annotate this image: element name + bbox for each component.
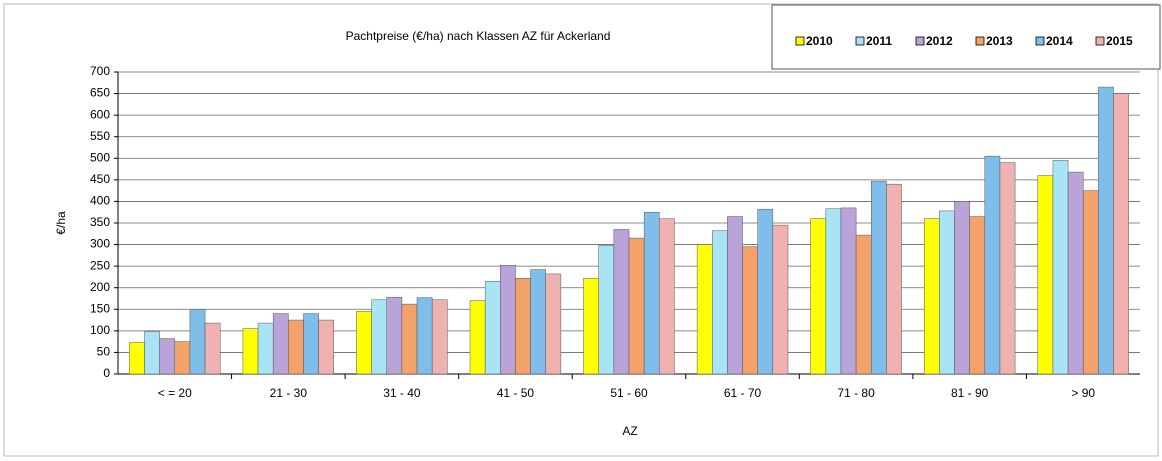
y-axis-label: €/ha bbox=[54, 211, 68, 235]
bar bbox=[356, 311, 372, 375]
bar bbox=[810, 218, 827, 375]
x-tick-label: > 90 bbox=[1071, 386, 1095, 400]
bar bbox=[174, 341, 191, 375]
bar bbox=[757, 208, 774, 375]
bar bbox=[431, 299, 448, 375]
x-axis-label: AZ bbox=[622, 424, 637, 438]
bar bbox=[1037, 175, 1054, 375]
y-tick-label: 150 bbox=[90, 301, 110, 315]
bar bbox=[500, 265, 516, 375]
chart-title: Pachtpreise (€/ha) nach Klassen AZ für A… bbox=[346, 29, 611, 43]
bar bbox=[272, 313, 289, 375]
x-tick-label: 61 - 70 bbox=[724, 386, 762, 400]
bar bbox=[257, 322, 274, 375]
bar bbox=[515, 277, 531, 375]
x-tick-label: 51 - 60 bbox=[610, 386, 648, 400]
x-tick-label: 31 - 40 bbox=[383, 386, 421, 400]
bar bbox=[969, 216, 986, 375]
bar bbox=[144, 331, 160, 375]
y-tick-label: 450 bbox=[90, 172, 110, 186]
bar bbox=[469, 300, 486, 375]
y-tick-label: 350 bbox=[90, 215, 110, 229]
bar bbox=[129, 342, 145, 375]
y-tick-label: 300 bbox=[90, 237, 110, 251]
legend-box bbox=[771, 4, 1161, 70]
bar bbox=[530, 269, 546, 375]
y-tick-label: 550 bbox=[90, 129, 110, 143]
legend-swatch bbox=[1095, 36, 1105, 46]
bar bbox=[371, 299, 387, 375]
bar bbox=[871, 180, 887, 375]
y-tick-label: 500 bbox=[90, 150, 110, 164]
legend-label: 2010 bbox=[806, 34, 833, 48]
legend-label: 2011 bbox=[866, 34, 892, 48]
legend-swatch bbox=[1035, 36, 1045, 46]
bar bbox=[416, 297, 433, 375]
y-tick-label: 650 bbox=[90, 86, 110, 100]
bar bbox=[288, 319, 304, 375]
y-tick-label: 50 bbox=[97, 345, 111, 359]
x-tick-label: 21 - 30 bbox=[270, 386, 308, 400]
bar bbox=[628, 237, 645, 375]
bar bbox=[696, 244, 713, 375]
bar bbox=[1098, 86, 1114, 375]
y-tick-label: 700 bbox=[90, 64, 110, 78]
legend-swatch bbox=[975, 36, 985, 46]
legend-label: 2014 bbox=[1046, 34, 1073, 48]
legend-label: 2015 bbox=[1106, 34, 1133, 48]
bar bbox=[545, 273, 562, 375]
bar bbox=[401, 303, 418, 375]
bar bbox=[712, 230, 728, 375]
bar bbox=[598, 245, 615, 375]
x-tick-label: < = 20 bbox=[158, 386, 192, 400]
bar bbox=[742, 246, 758, 375]
bar bbox=[1052, 160, 1069, 375]
bar bbox=[386, 296, 403, 375]
x-tick-label: 41 - 50 bbox=[497, 386, 535, 400]
bar bbox=[840, 207, 857, 375]
bar bbox=[1113, 93, 1129, 375]
bar bbox=[1082, 190, 1099, 375]
legend-swatch bbox=[915, 36, 925, 46]
y-tick-label: 400 bbox=[90, 194, 110, 208]
legend-label: 2013 bbox=[986, 34, 1013, 48]
bar bbox=[772, 224, 789, 375]
bar bbox=[825, 208, 842, 375]
y-tick-label: 600 bbox=[90, 107, 110, 121]
y-tick-label: 250 bbox=[90, 258, 110, 272]
bar bbox=[886, 183, 902, 375]
legend-label: 2012 bbox=[926, 34, 953, 48]
bar bbox=[939, 210, 955, 375]
bar bbox=[984, 155, 1001, 375]
bar bbox=[484, 280, 501, 375]
y-tick-label: 100 bbox=[90, 323, 110, 337]
bar bbox=[643, 211, 660, 375]
chart-frame bbox=[3, 3, 1159, 457]
bar bbox=[1067, 171, 1084, 375]
bar bbox=[855, 234, 872, 375]
bar bbox=[923, 218, 940, 375]
y-tick-label: 0 bbox=[103, 366, 110, 380]
bar bbox=[204, 322, 221, 375]
legend-swatch bbox=[795, 36, 805, 46]
x-tick-label: 71 - 80 bbox=[837, 386, 875, 400]
bar bbox=[999, 162, 1016, 375]
bar bbox=[189, 309, 206, 375]
bar bbox=[727, 216, 743, 375]
bar bbox=[303, 313, 319, 375]
bar bbox=[954, 201, 970, 375]
bar bbox=[242, 328, 259, 375]
legend-swatch bbox=[855, 36, 865, 46]
y-tick-label: 200 bbox=[90, 280, 110, 294]
bar bbox=[659, 218, 675, 375]
bar bbox=[318, 319, 335, 375]
x-tick-label: 81 - 90 bbox=[951, 386, 989, 400]
bar bbox=[583, 277, 599, 375]
bar bbox=[613, 229, 630, 375]
bar bbox=[159, 338, 176, 375]
